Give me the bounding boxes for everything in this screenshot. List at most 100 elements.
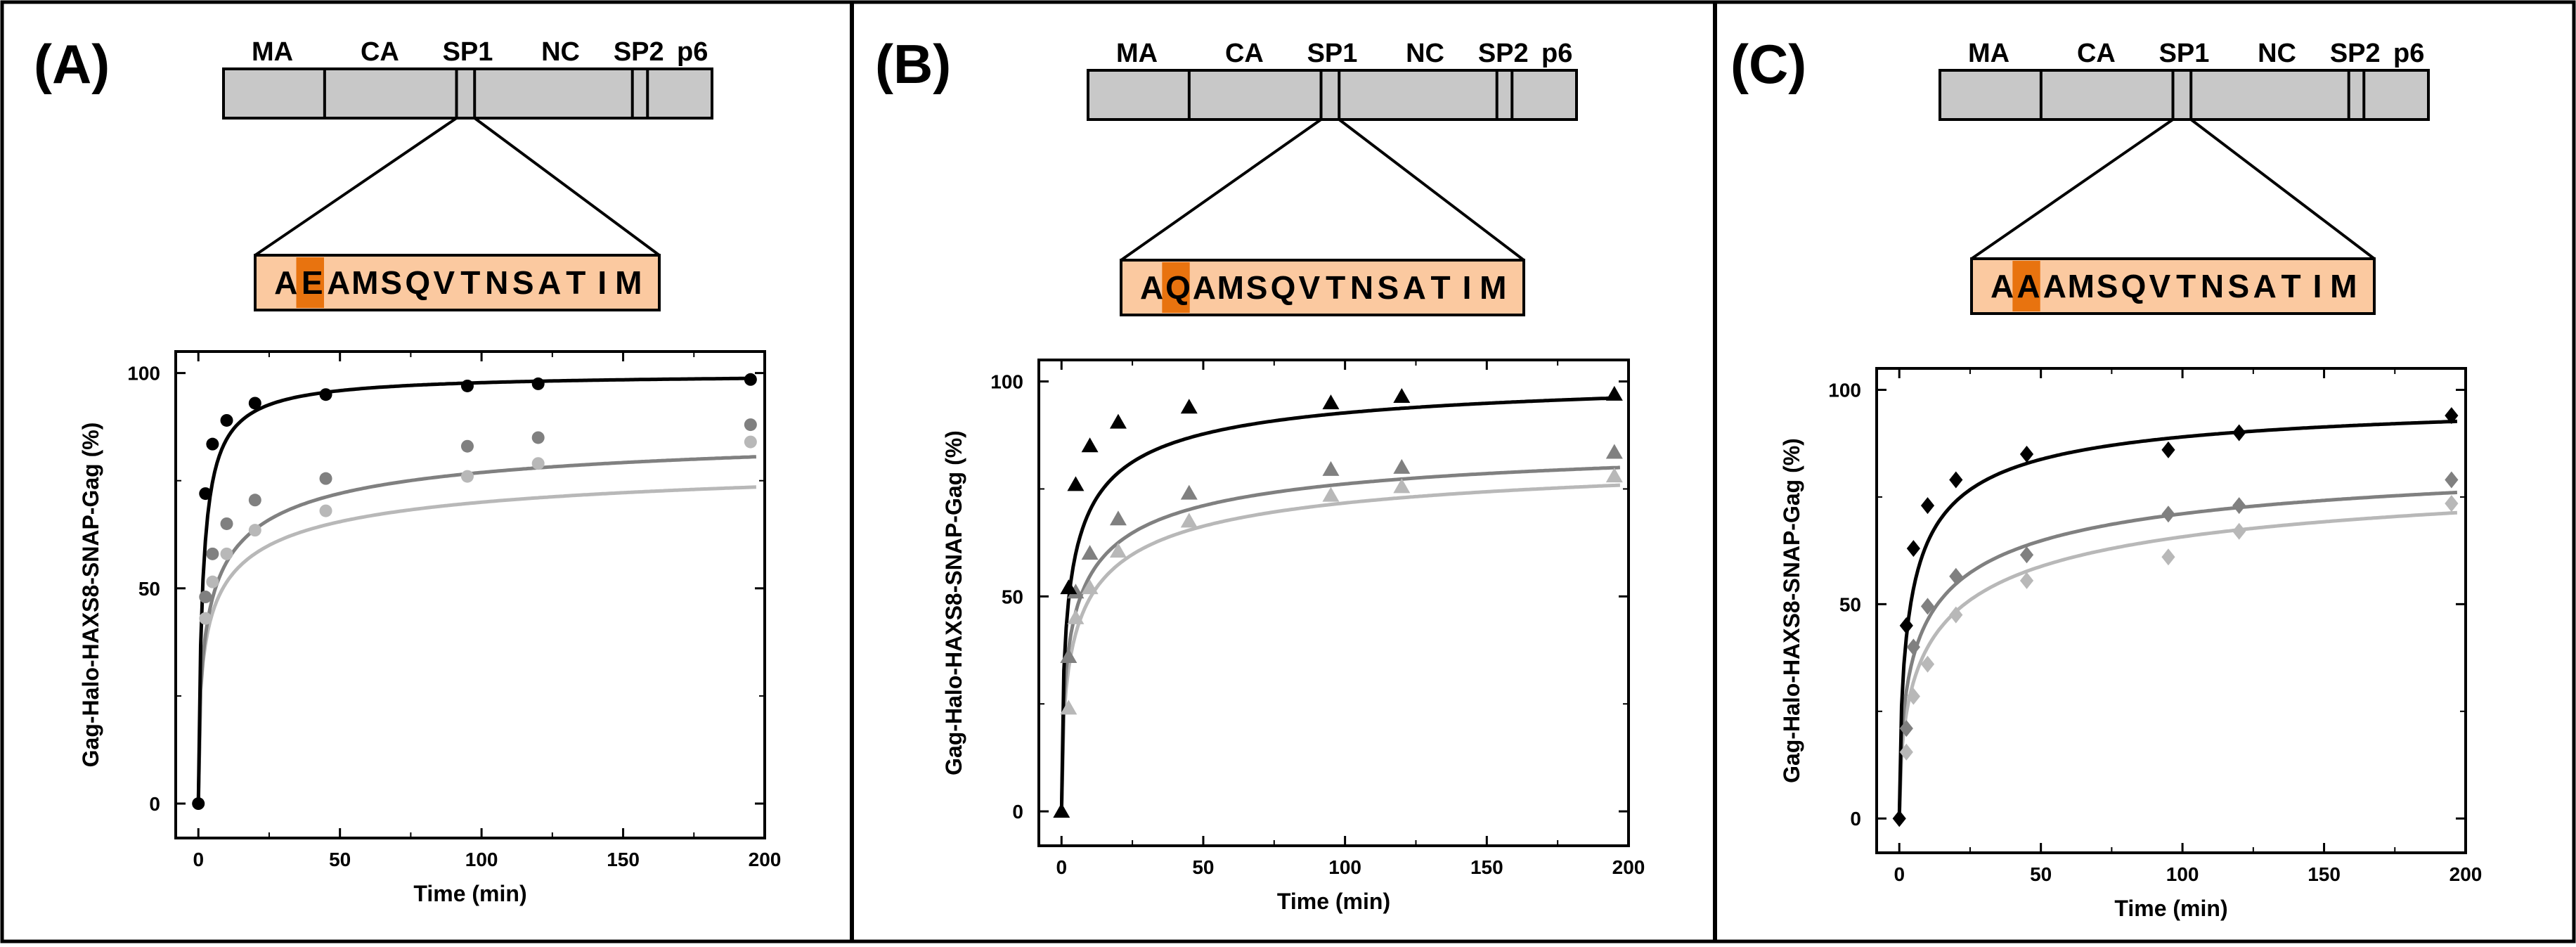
- data-point-mid: [1322, 460, 1340, 476]
- data-point-light: [199, 612, 212, 625]
- sequence-residue: A: [1193, 269, 1216, 306]
- fit-curve-dark: [196, 376, 756, 804]
- data-point-dark: [1067, 476, 1085, 491]
- data-point-dark: [2232, 424, 2246, 442]
- data-point-light: [1920, 655, 1935, 673]
- data-point-mid: [460, 439, 474, 453]
- data-point-mid: [1899, 720, 1913, 737]
- x-axis-title: Time (min): [1277, 889, 1390, 914]
- x-tick-label: 50: [2030, 863, 2052, 885]
- y-axis-title: Gag-Halo-HAXS8-SNAP-Gag (%): [1779, 438, 1804, 783]
- data-point-light: [744, 435, 757, 449]
- sequence-residue: T: [1431, 269, 1451, 306]
- domain-label-sp1: SP1: [2159, 39, 2210, 68]
- sequence-residue: A: [1140, 269, 1163, 306]
- sequence-residue: Q: [1271, 269, 1296, 306]
- zoom-line-right: [2190, 118, 2376, 260]
- data-point-dark: [1109, 413, 1127, 429]
- panel-letter: (B): [875, 33, 951, 95]
- data-point-dark: [1605, 385, 1623, 401]
- y-tick-label: 100: [1828, 379, 1861, 401]
- data-point-light: [1393, 478, 1411, 494]
- x-tick-label: 200: [749, 849, 782, 870]
- sequence-residue: A: [1991, 268, 2014, 304]
- data-point-dark: [1920, 497, 1935, 515]
- data-point-light: [1060, 700, 1077, 715]
- x-tick-label: 50: [1192, 856, 1214, 878]
- data-point-dark: [2161, 441, 2175, 458]
- gag-bar: [1939, 69, 2430, 121]
- data-point-dark: [319, 388, 332, 401]
- data-point-light: [206, 575, 219, 588]
- y-tick-label: 50: [1002, 586, 1023, 607]
- x-axis-title: Time (min): [413, 881, 526, 906]
- data-point-mid: [1949, 567, 1963, 585]
- sequence-residue: I: [1463, 269, 1472, 306]
- sequence-residue: T: [1326, 269, 1345, 306]
- fit-curve-mid: [1059, 465, 1621, 812]
- domain-label-sp1: SP1: [443, 37, 493, 67]
- fit-curve-light: [1059, 483, 1620, 812]
- data-point-dark: [1081, 437, 1099, 453]
- data-point-mid: [744, 418, 757, 432]
- gag-bar: [1087, 69, 1578, 121]
- data-point-light: [2019, 572, 2034, 589]
- sequence-residue: A: [538, 264, 561, 301]
- data-point-light: [2445, 495, 2459, 513]
- data-point-mid: [1067, 584, 1085, 599]
- y-tick-label: 50: [1839, 593, 1861, 615]
- domain-label-p6: p6: [1541, 39, 1572, 68]
- sequence-residue: S: [1378, 269, 1399, 306]
- x-tick-label: 150: [607, 849, 640, 870]
- fit-curve-dark: [1059, 396, 1620, 812]
- data-point-dark: [248, 397, 261, 410]
- sequence-residue: A: [2017, 268, 2040, 304]
- data-point-dark: [1899, 617, 1913, 634]
- x-tick-label: 0: [1894, 863, 1905, 885]
- sequence-residue: M: [351, 264, 378, 301]
- x-tick-label: 100: [465, 849, 498, 870]
- data-point-light: [1605, 468, 1623, 483]
- sequence-residue: I: [597, 264, 607, 301]
- zoom-line-right: [474, 117, 661, 257]
- sequence-residue: M: [1217, 269, 1244, 306]
- sequence-residue: N: [1350, 269, 1373, 306]
- data-point-dark: [1180, 399, 1198, 414]
- zoom-line-left: [254, 117, 458, 257]
- sequence-residue: M: [2330, 268, 2357, 304]
- data-point-dark: [220, 413, 233, 427]
- panel-2: (B) MA CA SP1 NC SP2 p6A Q A M S Q V T N S A T I M0 50 100 150…: [875, 33, 1645, 914]
- fit-curve-light: [196, 485, 756, 804]
- sequence-residue: T: [566, 264, 585, 301]
- sequence-residue: N: [2201, 268, 2224, 304]
- data-point-dark: [2445, 407, 2459, 425]
- data-point-dark: [1060, 579, 1077, 595]
- domain-label-sp1: SP1: [1307, 39, 1358, 68]
- domain-label-sp2: SP2: [2330, 39, 2381, 68]
- sequence-residue: I: [2313, 268, 2322, 304]
- fit-curve-light: [1897, 510, 2457, 819]
- sequence-residue: Q: [2121, 268, 2147, 304]
- data-point-mid: [220, 517, 233, 530]
- data-point-light: [1899, 743, 1913, 761]
- zoom-line-left: [1120, 118, 1322, 262]
- sequence-residue: V: [2149, 268, 2170, 304]
- data-point-light: [1081, 579, 1099, 595]
- gag-bar: [222, 67, 713, 120]
- data-point-mid: [1906, 638, 1920, 656]
- domain-label-nc: NC: [1406, 39, 1444, 68]
- data-point-light: [460, 470, 474, 483]
- zoom-line-left: [1970, 118, 2174, 260]
- sequence-highlight: [296, 257, 324, 308]
- y-tick-label: 100: [990, 371, 1023, 393]
- data-point-mid: [2232, 497, 2246, 515]
- y-tick-label: 100: [127, 363, 160, 385]
- sequence-residue: V: [1298, 269, 1320, 306]
- data-point-mid: [1920, 598, 1935, 615]
- sequence-residue: M: [2068, 268, 2095, 304]
- y-tick-label: 0: [1850, 808, 1861, 830]
- y-axis-title: Gag-Halo-HAXS8-SNAP-Gag (%): [941, 430, 966, 775]
